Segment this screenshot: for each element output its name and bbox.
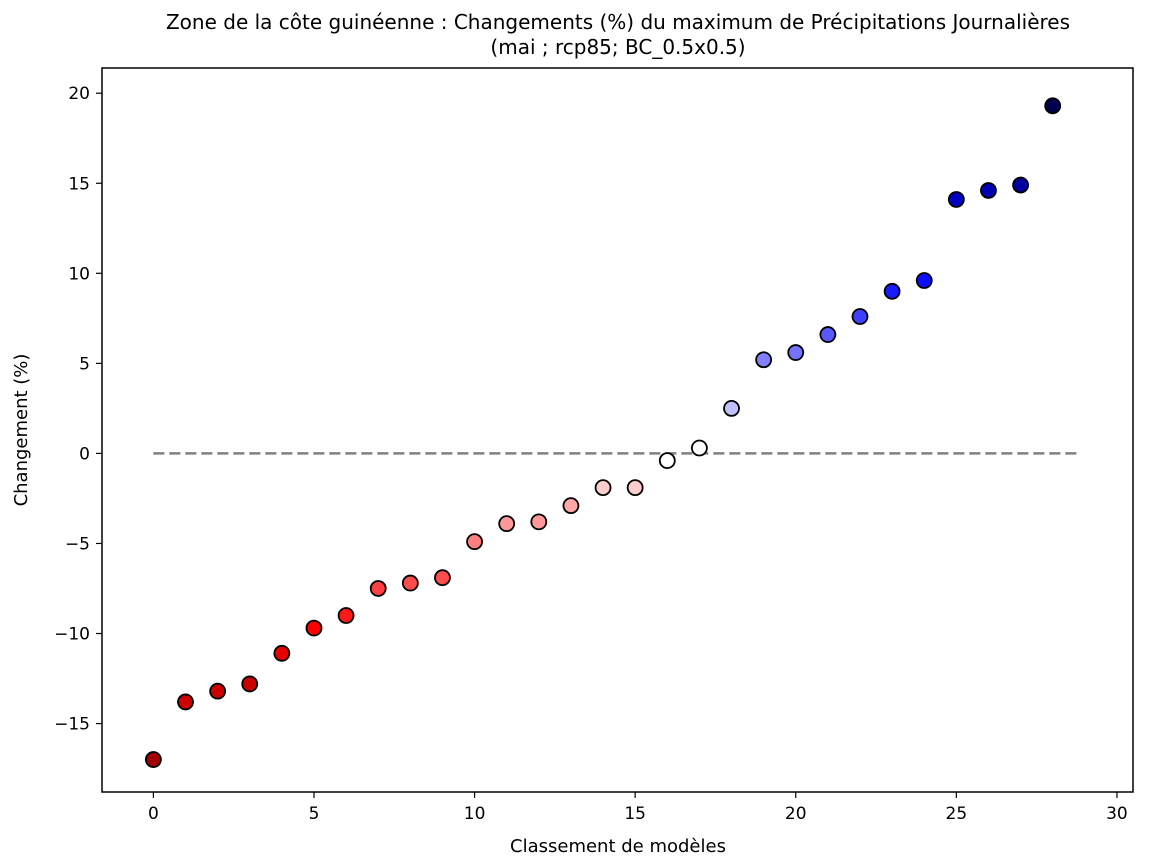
data-point xyxy=(787,344,805,361)
data-point xyxy=(915,272,933,289)
y-tick-label: 5 xyxy=(79,354,90,374)
data-point xyxy=(401,574,419,592)
data-point xyxy=(273,644,291,662)
y-tick-label: 20 xyxy=(68,84,90,104)
x-tick-label: 20 xyxy=(785,804,807,824)
data-points-layer xyxy=(144,97,1062,768)
y-tick-label: −5 xyxy=(65,534,90,554)
y-tick-label: 15 xyxy=(68,174,90,194)
plot-area-frame xyxy=(101,67,1134,793)
data-point xyxy=(819,326,837,343)
data-point xyxy=(755,351,773,369)
data-point xyxy=(947,191,965,208)
data-point xyxy=(658,452,676,470)
data-point xyxy=(209,682,227,700)
x-tick-label: 10 xyxy=(464,804,486,824)
data-point xyxy=(626,479,644,497)
y-tick-label: 10 xyxy=(68,264,90,284)
data-point xyxy=(337,607,355,624)
data-point xyxy=(305,619,323,637)
data-point xyxy=(1012,176,1029,194)
y-axis-label: Changement (%) xyxy=(11,354,32,507)
y-tick-label: 0 xyxy=(79,444,90,464)
ticks-layer: 0 5 10 15 20 25 30 −15 −10 −5 0 5 10 15 20 xyxy=(54,84,1128,824)
chart-title: Zone de la côte guinéenne : Changements … xyxy=(166,10,1070,34)
data-point xyxy=(1044,97,1062,115)
data-point xyxy=(434,569,451,587)
data-point xyxy=(177,693,194,711)
data-point xyxy=(144,751,162,768)
x-axis-label: Classement de modèles xyxy=(510,836,726,857)
data-point xyxy=(530,513,548,531)
data-point xyxy=(369,580,387,597)
data-point xyxy=(562,497,580,515)
x-tick-label: 25 xyxy=(946,804,968,824)
data-point xyxy=(241,675,259,693)
y-tick-label: −10 xyxy=(54,625,90,645)
data-point xyxy=(594,479,612,497)
x-tick-label: 5 xyxy=(309,804,320,824)
data-point xyxy=(466,533,483,551)
x-tick-label: 0 xyxy=(148,804,159,824)
x-tick-label: 15 xyxy=(624,804,646,824)
chart-subtitle: (mai ; rcp85; BC_0.5x0.5) xyxy=(490,35,745,59)
data-point xyxy=(980,182,997,199)
x-tick-label: 30 xyxy=(1106,804,1128,824)
data-point xyxy=(498,515,516,533)
data-point xyxy=(691,439,708,457)
data-point xyxy=(883,282,901,300)
data-point xyxy=(851,308,869,325)
data-point xyxy=(723,399,740,417)
y-tick-label: −15 xyxy=(54,715,90,735)
